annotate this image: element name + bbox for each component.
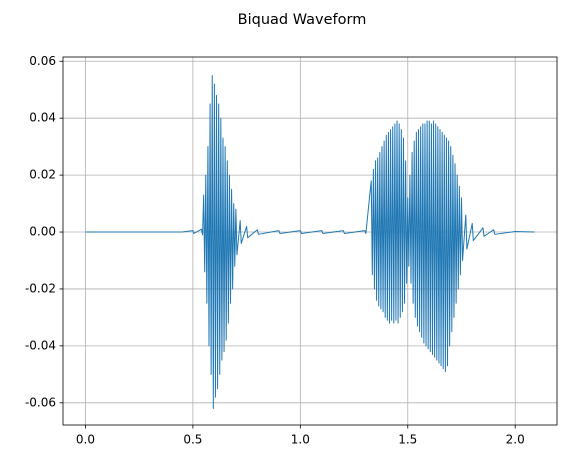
y-tick-label: 0.04 <box>29 111 56 125</box>
y-tick-label: 0.02 <box>29 168 56 182</box>
y-tick-label: 0.06 <box>29 54 56 68</box>
waveform-line <box>85 75 535 409</box>
plot-frame <box>62 56 558 426</box>
y-tick-label: -0.06 <box>25 395 56 409</box>
x-tick-label: 0.5 <box>183 433 202 447</box>
y-tick-label: -0.02 <box>25 281 56 295</box>
y-tick-label: 0.00 <box>29 225 56 239</box>
x-tick-label: 1.5 <box>398 433 417 447</box>
chart-title: Biquad Waveform <box>238 12 367 28</box>
x-tick-label: 2.0 <box>506 433 525 447</box>
y-tick-label: -0.04 <box>25 338 56 352</box>
x-tick-label: 1.0 <box>291 433 310 447</box>
x-tick-label: 0.0 <box>76 433 95 447</box>
